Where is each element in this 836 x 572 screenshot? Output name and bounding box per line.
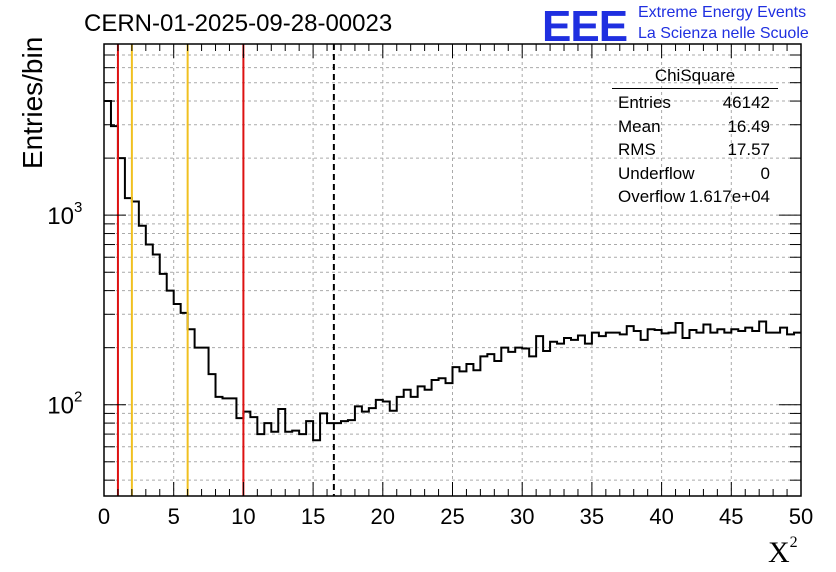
x-tick-label: 0 bbox=[98, 504, 110, 529]
x-tick-labels: 0 5 10 15 20 25 30 35 40 45 50 bbox=[98, 504, 813, 529]
y-tick-exponent: 3 bbox=[74, 199, 82, 216]
histogram-bars bbox=[104, 100, 801, 442]
x-tick-label: 5 bbox=[168, 504, 180, 529]
x-axis-label-base: X bbox=[768, 536, 790, 569]
stats-key: RMS bbox=[618, 140, 656, 159]
stats-key: Overflow bbox=[618, 187, 686, 206]
stats-key: Mean bbox=[618, 116, 661, 136]
stats-title: ChiSquare bbox=[612, 66, 778, 89]
x-tick-label: 45 bbox=[719, 504, 743, 529]
x-tick-label: 40 bbox=[649, 504, 673, 529]
stats-row: Underflow 0 bbox=[612, 162, 778, 186]
x-axis-label: X2 bbox=[768, 534, 798, 570]
logo-line-2: La Scienza nelle Scuole bbox=[638, 25, 809, 42]
stats-row: Overflow 1.617e+04 bbox=[612, 185, 778, 209]
stats-value: 0 bbox=[760, 163, 770, 183]
y-tick-exponent: 2 bbox=[74, 389, 82, 406]
marker-lines bbox=[116, 44, 335, 496]
stats-key: Underflow bbox=[618, 163, 695, 183]
x-tick-label: 50 bbox=[789, 504, 813, 529]
logo-line-1: Extreme Energy Events bbox=[638, 4, 807, 21]
stats-row: RMS 17.57 bbox=[612, 138, 778, 162]
x-tick-label: 20 bbox=[371, 504, 395, 529]
stats-row: Entries 46142 bbox=[612, 91, 778, 115]
x-tick-label: 30 bbox=[510, 504, 534, 529]
stats-value: 17.57 bbox=[727, 140, 770, 159]
stats-value: 46142 bbox=[722, 93, 770, 112]
eee-logo: EEE bbox=[542, 2, 628, 51]
grid-lines bbox=[104, 44, 801, 496]
y-tick-label: 10 bbox=[47, 393, 74, 420]
run-title: CERN-01-2025-09-28-00023 bbox=[84, 10, 393, 37]
x-axis-label-superscript: 2 bbox=[789, 534, 798, 551]
stats-box: ChiSquare Entries 46142 Mean 16.49 RMS 17.5… bbox=[612, 66, 778, 209]
x-tick-label: 25 bbox=[440, 504, 464, 529]
histogram-line bbox=[104, 100, 801, 442]
y-tick-label: 10 bbox=[47, 203, 74, 230]
stats-row: Mean 16.49 bbox=[612, 115, 778, 139]
axis-ticks bbox=[103, 43, 802, 496]
y-axis-label: Entries/bin bbox=[17, 36, 48, 169]
stats-value: 1.617e+04 bbox=[689, 187, 770, 206]
x-tick-label: 10 bbox=[231, 504, 255, 529]
x-tick-label: 15 bbox=[301, 504, 325, 529]
x-tick-label: 35 bbox=[580, 504, 604, 529]
stats-value: 16.49 bbox=[727, 116, 770, 136]
stats-key: Entries bbox=[618, 93, 671, 112]
